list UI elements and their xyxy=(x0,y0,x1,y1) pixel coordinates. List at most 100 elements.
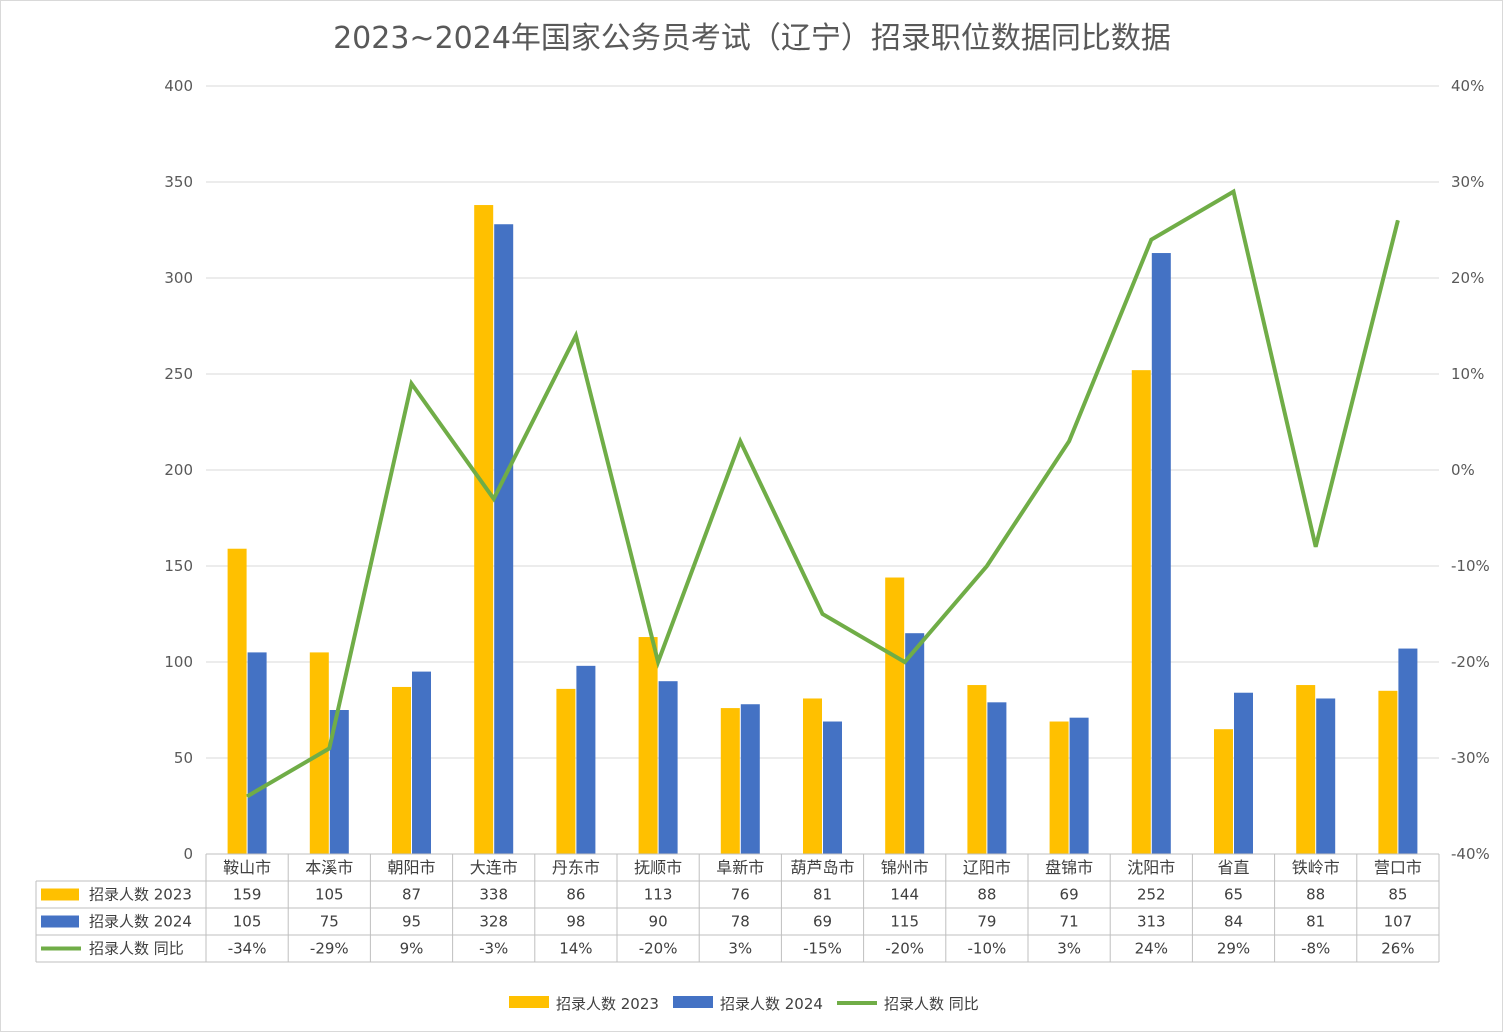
bar-2024 xyxy=(1398,648,1418,854)
table-cell: -29% xyxy=(310,940,349,958)
line-point xyxy=(493,498,495,500)
table-cell: 71 xyxy=(1060,913,1079,931)
left-tick-label: 350 xyxy=(164,173,193,191)
line-point xyxy=(1068,440,1070,442)
table-cell: 88 xyxy=(1306,886,1325,904)
chart-title: 2023~2024年国家公务员考试（辽宁）招录职位数据同比数据 xyxy=(333,21,1171,56)
category-label: 鞍山市 xyxy=(223,858,271,877)
table-cell: 84 xyxy=(1224,913,1243,931)
line-point xyxy=(986,565,988,567)
category-label: 丹东市 xyxy=(552,858,600,877)
bar-2024 xyxy=(329,710,349,854)
table-cell: 24% xyxy=(1135,940,1168,958)
table-cell: 98 xyxy=(566,913,585,931)
category-label: 阜新市 xyxy=(716,858,764,877)
bar-2024 xyxy=(1234,692,1253,854)
table-cell: 113 xyxy=(644,886,673,904)
right-tick-label: -10% xyxy=(1451,557,1490,575)
bar-2024 xyxy=(658,681,678,854)
left-tick-label: 200 xyxy=(164,461,193,479)
line-point xyxy=(1150,239,1152,241)
table-cell: -20% xyxy=(885,940,924,958)
row-label: 招录人数 同比 xyxy=(89,940,184,958)
table-cell: 75 xyxy=(320,913,339,931)
table-cell: 105 xyxy=(233,913,262,931)
legend-label: 招录人数 2024 xyxy=(720,995,823,1013)
line-point xyxy=(657,661,659,663)
table-cell: 88 xyxy=(977,886,996,904)
left-tick-label: 0 xyxy=(183,845,193,863)
right-tick-label: 10% xyxy=(1451,365,1484,383)
table-cell: 328 xyxy=(479,913,508,931)
table-cell: 79 xyxy=(977,913,996,931)
line-point xyxy=(739,440,741,442)
table-cell: 105 xyxy=(315,886,344,904)
table-cell: 76 xyxy=(731,886,750,904)
line-point xyxy=(1315,546,1317,548)
category-label: 葫芦岛市 xyxy=(790,858,854,877)
bar-2024 xyxy=(987,702,1007,854)
line-point xyxy=(822,613,823,615)
table-cell: 65 xyxy=(1224,886,1243,904)
bar-2024 xyxy=(1069,717,1089,854)
bar-2023 xyxy=(392,686,411,854)
table-cell: 144 xyxy=(890,886,919,904)
table-cell: 26% xyxy=(1381,940,1414,958)
table-cell: 14% xyxy=(559,940,592,958)
row-label: 招录人数 2023 xyxy=(89,886,192,904)
category-label: 抚顺市 xyxy=(634,858,682,877)
bar-2023 xyxy=(1378,690,1398,854)
line-point xyxy=(575,335,577,337)
table-cell: 338 xyxy=(479,886,508,904)
table-cell: 159 xyxy=(233,886,262,904)
bar-2023 xyxy=(556,688,576,854)
gridlines xyxy=(206,85,1439,759)
category-label: 朝阳市 xyxy=(387,858,435,877)
bar-2024 xyxy=(494,224,514,855)
table-cell: 95 xyxy=(402,913,421,931)
table-cell: -8% xyxy=(1301,940,1330,958)
table-cell: -34% xyxy=(228,940,267,958)
table-cell: -10% xyxy=(968,940,1007,958)
table-cell: 87 xyxy=(402,886,421,904)
right-tick-label: 0% xyxy=(1451,461,1475,479)
bar-2023 xyxy=(1214,729,1233,854)
line-point xyxy=(1233,191,1234,193)
category-label: 盘锦市 xyxy=(1045,858,1093,877)
right-tick-label: 20% xyxy=(1451,269,1484,287)
line-point xyxy=(328,747,330,749)
row-legend-key xyxy=(41,888,79,901)
line-point xyxy=(1397,219,1399,221)
bar-2023 xyxy=(227,548,247,854)
bar-2024 xyxy=(247,652,267,854)
left-tick-label: 300 xyxy=(164,269,193,287)
right-tick-label: -20% xyxy=(1451,653,1490,671)
table-cell: 9% xyxy=(400,940,424,958)
legend-label: 招录人数 同比 xyxy=(884,995,979,1013)
bar-2023 xyxy=(720,708,740,854)
table-cell: 81 xyxy=(813,886,832,904)
left-tick-label: 100 xyxy=(164,653,193,671)
legend-key xyxy=(673,996,713,1008)
bar-2023 xyxy=(967,685,987,854)
bar-2024 xyxy=(740,704,760,854)
category-label: 沈阳市 xyxy=(1127,858,1175,877)
line-series xyxy=(246,188,1400,799)
bar-2023 xyxy=(1296,685,1316,854)
category-label: 省直 xyxy=(1217,858,1249,877)
category-label: 铁岭市 xyxy=(1292,858,1340,877)
left-tick-label: 150 xyxy=(164,557,193,575)
bar-2024 xyxy=(412,671,431,854)
table-cell: 107 xyxy=(1384,913,1413,931)
table-cell: 115 xyxy=(890,913,919,931)
table-cell: 86 xyxy=(566,886,585,904)
table-cell: -20% xyxy=(639,940,678,958)
legend-key xyxy=(509,996,549,1008)
category-label: 辽阳市 xyxy=(963,858,1011,877)
left-tick-label: 50 xyxy=(174,749,193,767)
bar-2023 xyxy=(638,637,658,854)
left-tick-label: 400 xyxy=(164,77,193,95)
table-cell: 69 xyxy=(1060,886,1079,904)
